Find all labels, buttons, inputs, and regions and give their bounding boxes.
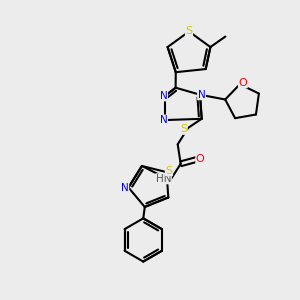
Text: S: S (180, 124, 187, 134)
Text: N: N (160, 91, 167, 101)
Text: HN: HN (156, 174, 171, 184)
Text: O: O (238, 78, 247, 88)
Text: N: N (198, 90, 206, 100)
Text: S: S (165, 166, 172, 176)
Text: S: S (185, 26, 193, 37)
Text: O: O (196, 154, 205, 164)
Text: N: N (160, 115, 167, 125)
Text: N: N (121, 182, 129, 193)
